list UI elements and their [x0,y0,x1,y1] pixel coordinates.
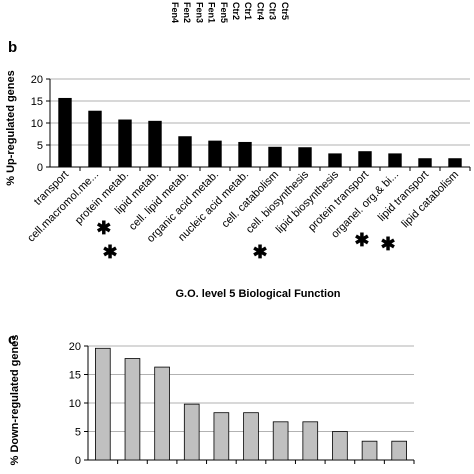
panel-a-sample-labels: Fen4 Fen2 Fen3 Fen1 Fen5 Ctr2 Ctr1 Ctr4 Ctr3 Ctr5 [170,2,290,23]
bar [88,110,102,168]
y-tick-label: 15 [31,96,43,108]
top-label: Ctr3 [268,2,278,20]
top-label: Ctr1 [243,2,253,20]
chart-c: 0 5 10 15 20 [69,341,415,467]
y-tick-label: 15 [69,370,81,382]
y-tick-label: 10 [69,398,81,410]
chart-b-xlabel: G.O. level 5 Biological Function [175,288,340,300]
y-tick-label: 5 [37,140,43,152]
asterisk-marker: ✱ [380,234,395,254]
top-label: Fen3 [194,2,204,23]
bar [272,421,289,461]
bar [213,412,230,461]
bar [118,119,132,168]
chart-c-ylabel: % Down-regulated genes [9,335,21,466]
panel-b-letter: b [8,39,17,56]
y-tick-label: 0 [37,162,43,174]
top-label: Fen4 [170,2,180,23]
bar [243,412,259,461]
bar [95,347,111,461]
chart-b-ylabel: % Up-regulated genes [5,70,17,186]
bar [302,421,319,461]
asterisk-marker: ✱ [253,242,268,262]
y-tick-label: 20 [69,341,81,353]
bar [183,403,200,461]
top-label: Fen1 [207,2,217,23]
bar [148,120,162,168]
bar [391,440,407,461]
y-tick-label: 0 [75,455,81,467]
bar [448,158,462,168]
bar [178,136,192,168]
y-tick-label: 10 [31,118,43,130]
top-label: Fen5 [219,2,229,23]
panel-c-letter: c [8,331,16,348]
top-label: Ctr2 [231,2,241,20]
bar [124,358,141,461]
chart-b: 05101520transportcell.macromol.me...prot… [25,74,471,262]
bar [361,440,378,461]
bar [154,366,170,461]
y-tick-label: 20 [31,74,43,86]
y-tick-label: 5 [75,427,81,439]
bar [328,153,342,168]
asterisk-marker: ✱ [103,242,118,262]
bar [58,97,72,168]
asterisk-marker: ✱ [354,230,369,250]
bar [238,141,252,168]
bar [388,153,402,168]
top-label: Ctr5 [280,2,290,20]
top-label: Ctr4 [255,2,265,20]
bar [268,146,282,168]
asterisk-marker: ✱ [96,218,111,238]
top-label: Fen2 [182,2,192,23]
bar [332,431,348,461]
bar [418,158,432,168]
bar [358,151,372,168]
bar [298,147,312,168]
bar [208,140,222,168]
